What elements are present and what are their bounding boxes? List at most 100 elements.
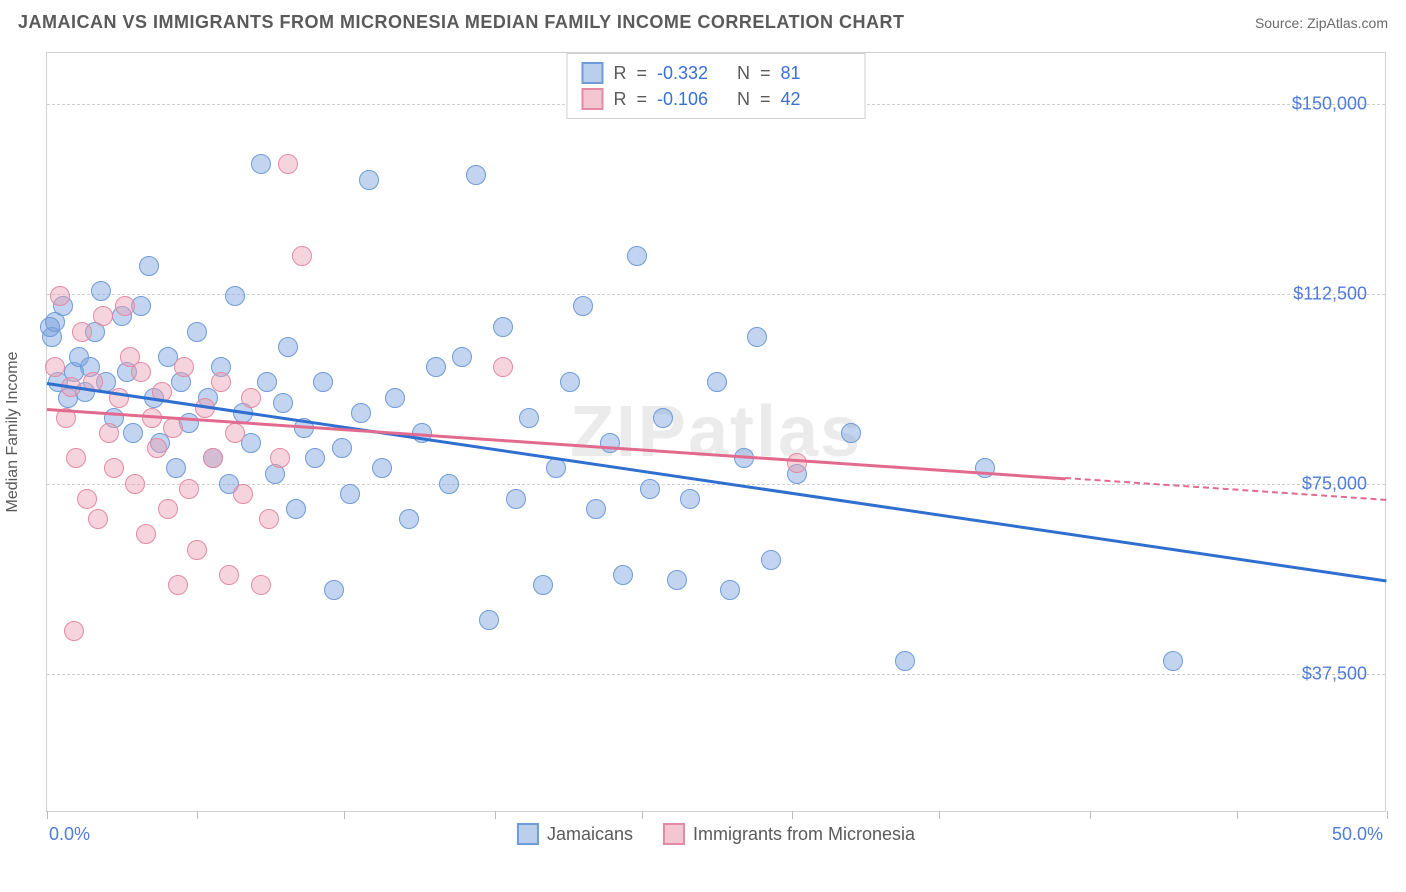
legend-item: Jamaicans [517, 823, 633, 845]
data-point [50, 286, 70, 306]
data-point [136, 524, 156, 544]
x-label-left: 0.0% [49, 824, 90, 845]
data-point [211, 372, 231, 392]
data-point [139, 256, 159, 276]
data-point [72, 322, 92, 342]
data-point [895, 651, 915, 671]
data-point [439, 474, 459, 494]
data-point [163, 418, 183, 438]
x-tick [344, 811, 345, 819]
data-point [324, 580, 344, 600]
data-point [45, 357, 65, 377]
y-axis-title: Median Family Income [4, 352, 22, 513]
x-tick [1387, 811, 1388, 819]
data-point [158, 499, 178, 519]
data-point [313, 372, 333, 392]
stat-r-value: -0.332 [657, 63, 727, 84]
stat-eq: = [636, 63, 647, 84]
data-point [273, 393, 293, 413]
data-point [123, 423, 143, 443]
x-tick [642, 811, 643, 819]
data-point [359, 170, 379, 190]
correlation-stats-box: R=-0.332N=81R=-0.106N=42 [566, 53, 865, 119]
data-point [251, 154, 271, 174]
data-point [168, 575, 188, 595]
data-point [91, 281, 111, 301]
legend-swatch [581, 62, 603, 84]
data-point [747, 327, 767, 347]
data-point [257, 372, 277, 392]
data-point [241, 388, 261, 408]
data-point [452, 347, 472, 367]
stats-row: R=-0.106N=42 [581, 86, 850, 112]
data-point [174, 357, 194, 377]
data-point [640, 479, 660, 499]
data-point [707, 372, 727, 392]
y-tick-label: $150,000 [1292, 93, 1367, 114]
data-point [278, 337, 298, 357]
chart-area: Median Family Income ZIPatlas $37,500$75… [46, 52, 1386, 812]
data-point [270, 448, 290, 468]
plot-region: ZIPatlas $37,500$75,000$112,500$150,0000… [47, 53, 1385, 811]
data-point [667, 570, 687, 590]
legend-item: Immigrants from Micronesia [663, 823, 915, 845]
x-tick [495, 811, 496, 819]
data-point [251, 575, 271, 595]
stats-row: R=-0.332N=81 [581, 60, 850, 86]
data-point [426, 357, 446, 377]
data-point [340, 484, 360, 504]
stat-r-label: R [613, 63, 626, 84]
data-point [613, 565, 633, 585]
x-tick [1090, 811, 1091, 819]
data-point [506, 489, 526, 509]
data-point [305, 448, 325, 468]
stat-n-label: N [737, 63, 750, 84]
bottom-legend: Jamaicans Immigrants from Micronesia [517, 823, 915, 845]
legend-swatch [517, 823, 539, 845]
data-point [286, 499, 306, 519]
data-point [259, 509, 279, 529]
data-point [479, 610, 499, 630]
data-point [219, 565, 239, 585]
chart-header: JAMAICAN VS IMMIGRANTS FROM MICRONESIA M… [0, 0, 1406, 41]
data-point [147, 438, 167, 458]
data-point [680, 489, 700, 509]
data-point [586, 499, 606, 519]
data-point [187, 540, 207, 560]
data-point [278, 154, 298, 174]
data-point [493, 317, 513, 337]
data-point [292, 246, 312, 266]
data-point [125, 474, 145, 494]
data-point [519, 408, 539, 428]
x-tick [197, 811, 198, 819]
chart-title: JAMAICAN VS IMMIGRANTS FROM MICRONESIA M… [18, 12, 905, 33]
stat-n-value: 42 [781, 89, 851, 110]
stat-r-value: -0.106 [657, 89, 727, 110]
y-tick-label: $75,000 [1302, 473, 1367, 494]
y-tick-label: $112,500 [1293, 283, 1367, 304]
data-point [203, 448, 223, 468]
data-point [225, 423, 245, 443]
data-point [1163, 651, 1183, 671]
data-point [351, 403, 371, 423]
trend-line [47, 382, 1387, 582]
data-point [573, 296, 593, 316]
stat-eq: = [760, 89, 771, 110]
data-point [66, 448, 86, 468]
source-link[interactable]: ZipAtlas.com [1307, 15, 1388, 31]
data-point [372, 458, 392, 478]
y-tick-label: $37,500 [1302, 663, 1367, 684]
stat-eq: = [636, 89, 647, 110]
stat-eq: = [760, 63, 771, 84]
data-point [104, 458, 124, 478]
data-point [787, 453, 807, 473]
legend-swatch [663, 823, 685, 845]
data-point [627, 246, 647, 266]
data-point [109, 388, 129, 408]
data-point [88, 509, 108, 529]
legend-swatch [581, 88, 603, 110]
data-point [600, 433, 620, 453]
data-point [720, 580, 740, 600]
data-point [332, 438, 352, 458]
legend-label: Jamaicans [547, 824, 633, 845]
